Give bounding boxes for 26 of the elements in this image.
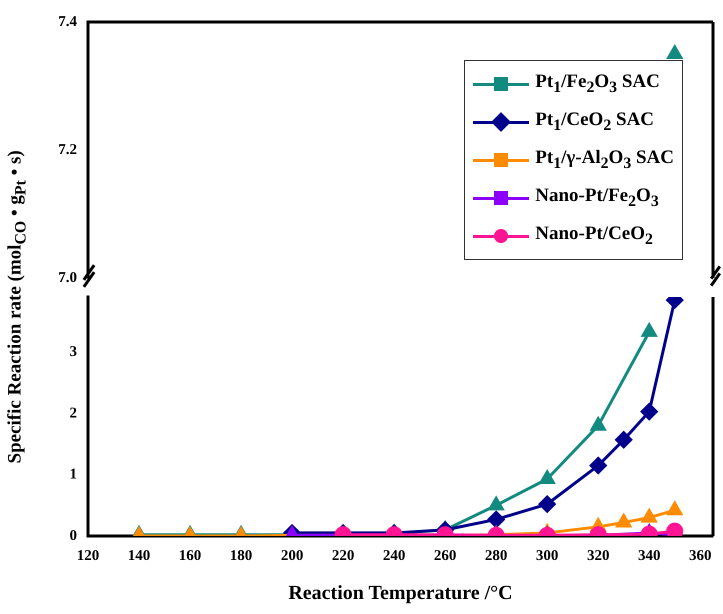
legend-label: Pt$_{1}$/Fe$_{2}$O$_{3}$ SAC xyxy=(535,71,660,97)
x-axis-title: Reaction Temperature /°C xyxy=(288,582,513,604)
y-tick-label: 7.4 xyxy=(58,14,78,30)
legend-label: Nano-Pt/Fe$_{2}$O$_{3}$ xyxy=(535,185,659,211)
y-tick-label: 7.2 xyxy=(58,142,77,158)
y-tick-label: 2 xyxy=(70,405,77,422)
x-tick-label: 260 xyxy=(434,548,456,564)
x-tick-label: 320 xyxy=(586,548,610,564)
y-tick-label: 7.0 xyxy=(58,270,77,286)
x-tick-label: 160 xyxy=(178,548,202,564)
x-tick-label: 120 xyxy=(76,548,100,564)
legend-label: Nano-Pt/CeO$_{2}$ xyxy=(535,223,653,249)
y-tick-label: 3 xyxy=(70,344,77,360)
y-tick-label: 1 xyxy=(70,466,77,483)
x-tick-label: 140 xyxy=(128,548,150,564)
x-tick-label: 180 xyxy=(230,548,252,564)
x-tick-label: 240 xyxy=(382,548,406,564)
x-tick-label: 220 xyxy=(332,548,354,564)
legend-label: Pt$_{1}$/γ-Al$_{2}$O$_{3}$ SAC xyxy=(535,147,674,173)
y-tick-label: 0 xyxy=(70,528,77,544)
x-tick-label: 360 xyxy=(688,548,712,564)
x-tick-label: 340 xyxy=(638,548,660,564)
x-tick-label: 200 xyxy=(280,548,304,564)
x-tick-label: 300 xyxy=(536,548,558,564)
x-tick-label: 280 xyxy=(484,548,508,564)
legend-label: Pt$_{1}$/CeO$_{2}$ SAC xyxy=(535,109,654,135)
